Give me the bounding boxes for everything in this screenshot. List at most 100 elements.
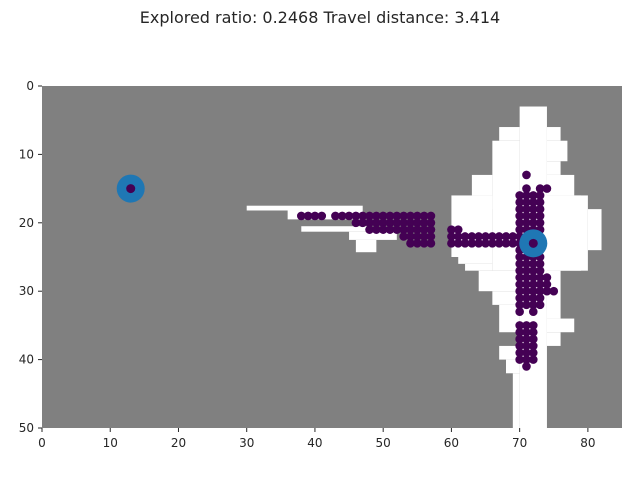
path-point	[474, 239, 484, 248]
path-point	[528, 259, 538, 269]
path-point	[365, 211, 374, 221]
path-point	[296, 211, 306, 221]
path-point	[378, 225, 388, 234]
path-point	[535, 204, 545, 214]
path-point	[385, 218, 395, 228]
path-point	[460, 232, 470, 241]
path-point	[419, 225, 429, 234]
path-point	[467, 232, 477, 241]
path-point	[515, 334, 524, 344]
path-point	[419, 239, 429, 248]
explored-cell	[458, 257, 493, 264]
path-point	[392, 218, 402, 228]
path-point	[522, 334, 531, 344]
path-point	[488, 239, 497, 248]
path-point	[522, 191, 531, 200]
path-point	[426, 218, 436, 228]
path-point	[515, 307, 524, 317]
path-point	[515, 341, 524, 351]
explored-cell	[246, 205, 363, 211]
path-point	[412, 239, 422, 248]
explored-cell	[546, 161, 561, 175]
path-point	[501, 239, 511, 248]
path-point	[406, 218, 415, 228]
path-point	[515, 300, 524, 310]
path-point	[528, 191, 538, 200]
y-tick-label: 0	[26, 79, 34, 93]
path-point	[535, 259, 545, 269]
path-point	[447, 225, 456, 234]
path-point	[310, 211, 320, 221]
explored-cell	[546, 140, 568, 162]
path-point	[331, 211, 340, 221]
path-point	[528, 204, 538, 214]
path-point	[528, 348, 538, 358]
y-tick-label: 40	[19, 353, 34, 367]
path-point	[303, 211, 313, 221]
path-point	[528, 341, 538, 351]
path-point	[542, 286, 552, 296]
path-point	[528, 300, 538, 310]
path-point	[447, 239, 456, 248]
path-point	[453, 225, 463, 234]
path-point	[528, 273, 538, 282]
explored-cell	[546, 127, 561, 141]
path-point	[528, 327, 538, 337]
path-point	[535, 300, 545, 310]
path-point	[522, 300, 531, 310]
path-point	[515, 273, 524, 282]
y-tick-label: 10	[19, 147, 34, 161]
path-point	[515, 348, 524, 358]
x-tick-label: 0	[38, 436, 46, 450]
x-tick-label: 70	[512, 436, 527, 450]
explored-cell	[506, 359, 520, 374]
path-point	[412, 225, 422, 234]
path-point	[542, 273, 552, 282]
path-point	[426, 211, 436, 221]
path-point	[372, 225, 381, 234]
y-tick-label: 30	[19, 284, 34, 298]
agent-marker-center	[528, 238, 538, 248]
path-point	[488, 232, 497, 241]
path-point	[522, 184, 531, 193]
path-point	[351, 211, 361, 221]
x-tick-label: 50	[376, 436, 391, 450]
path-point	[508, 232, 518, 241]
path-point	[535, 197, 545, 207]
explored-cell	[546, 332, 561, 346]
explored-cell	[512, 373, 520, 428]
path-point	[528, 266, 538, 275]
path-point	[412, 218, 422, 228]
x-tick-label: 60	[444, 436, 459, 450]
path-point	[501, 232, 511, 241]
path-point	[528, 211, 538, 221]
path-point	[515, 218, 524, 228]
path-point	[522, 362, 531, 371]
path-point	[392, 225, 402, 234]
path-point	[515, 211, 524, 221]
path-point	[419, 218, 429, 228]
path-point	[515, 266, 524, 275]
explored-cell	[546, 174, 575, 196]
path-point	[474, 232, 484, 241]
path-point	[426, 239, 436, 248]
explored-cell	[492, 291, 520, 305]
path-point	[535, 280, 545, 289]
path-point	[515, 327, 524, 337]
explored-cell	[465, 263, 493, 271]
path-point	[522, 321, 531, 330]
path-point	[535, 293, 545, 303]
path-point	[522, 355, 531, 364]
path-point	[515, 225, 524, 234]
path-point	[481, 232, 490, 241]
path-point	[528, 218, 538, 228]
path-point	[426, 225, 436, 234]
explored-cell	[546, 318, 575, 333]
path-point	[419, 232, 429, 241]
path-point	[365, 225, 374, 234]
path-point	[399, 218, 408, 228]
path-point	[515, 259, 524, 269]
path-point	[528, 334, 538, 344]
path-point	[372, 211, 381, 221]
